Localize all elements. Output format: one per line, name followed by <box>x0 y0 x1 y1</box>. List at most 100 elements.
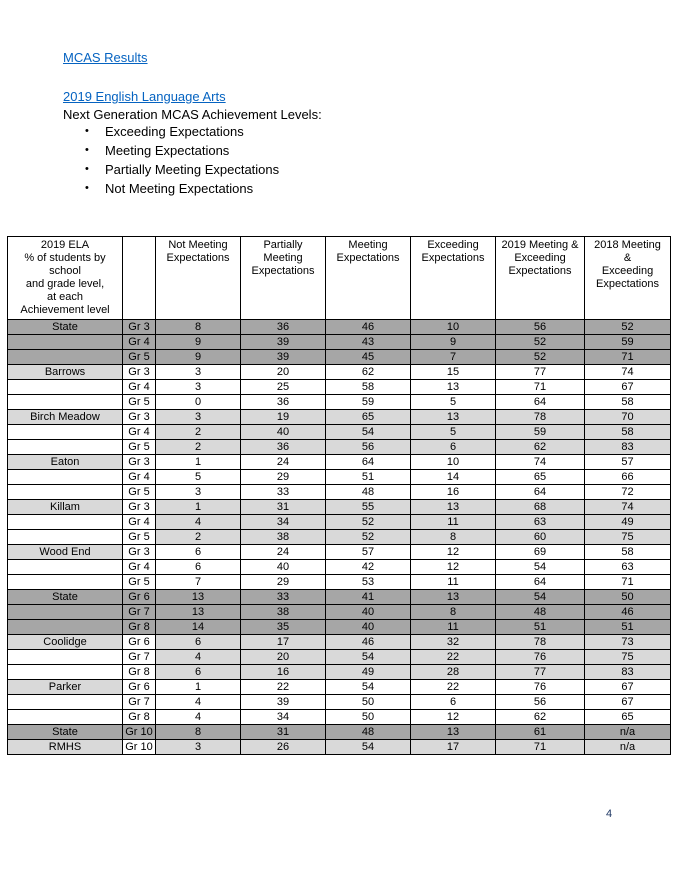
value-cell: 40 <box>325 619 411 635</box>
value-cell: 31 <box>240 724 326 740</box>
achievement-levels-intro: Next Generation MCAS Achievement Levels: <box>63 107 322 122</box>
value-cell: 6 <box>155 664 241 680</box>
value-cell: 50 <box>325 694 411 710</box>
value-cell: 24 <box>240 544 326 560</box>
value-cell: 2 <box>155 529 241 545</box>
value-cell: 57 <box>325 544 411 560</box>
value-cell: 59 <box>495 424 585 440</box>
header-partially-meeting: Partially Meeting Expectations <box>240 236 326 320</box>
value-cell: 29 <box>240 469 326 485</box>
value-cell: 62 <box>495 709 585 725</box>
table-row: Gr 4 4 34 52 11 63 49 <box>7 514 671 530</box>
value-cell: 48 <box>325 724 411 740</box>
value-cell: 68 <box>495 499 585 515</box>
value-cell: 34 <box>240 514 326 530</box>
value-cell: 1 <box>155 499 241 515</box>
value-cell: 62 <box>495 439 585 455</box>
school-cell: State <box>7 589 123 605</box>
bullet-icon: • <box>85 144 89 156</box>
value-cell: 2 <box>155 439 241 455</box>
value-cell: 0 <box>155 394 241 410</box>
value-cell: 46 <box>325 634 411 650</box>
value-cell: 60 <box>495 529 585 545</box>
school-cell <box>7 574 123 590</box>
mcas-results-link[interactable]: MCAS Results <box>63 50 148 65</box>
value-cell: 1 <box>155 454 241 470</box>
value-cell: 67 <box>584 694 671 710</box>
table-row: Gr 5 2 36 56 6 62 83 <box>7 439 671 455</box>
school-cell <box>7 469 123 485</box>
value-cell: 14 <box>410 469 496 485</box>
value-cell: 10 <box>410 454 496 470</box>
value-cell: 38 <box>240 529 326 545</box>
value-cell: 66 <box>584 469 671 485</box>
value-cell: 78 <box>495 409 585 425</box>
grade-cell: Gr 5 <box>122 349 156 365</box>
grade-cell: Gr 7 <box>122 604 156 620</box>
value-cell: 31 <box>240 499 326 515</box>
value-cell: 52 <box>495 334 585 350</box>
grade-cell: Gr 5 <box>122 484 156 500</box>
value-cell: 9 <box>155 334 241 350</box>
value-cell: 20 <box>240 364 326 380</box>
value-cell: 39 <box>240 334 326 350</box>
value-cell: 3 <box>155 739 241 755</box>
value-cell: 69 <box>495 544 585 560</box>
value-cell: 25 <box>240 379 326 395</box>
value-cell: 78 <box>495 634 585 650</box>
value-cell: 6 <box>155 544 241 560</box>
school-cell: Birch Meadow <box>7 409 123 425</box>
value-cell: 41 <box>325 589 411 605</box>
table-row: Gr 5 7 29 53 11 64 71 <box>7 574 671 590</box>
value-cell: 17 <box>410 739 496 755</box>
value-cell: 61 <box>495 724 585 740</box>
value-cell: 22 <box>410 649 496 665</box>
value-cell: 19 <box>240 409 326 425</box>
grade-cell: Gr 3 <box>122 499 156 515</box>
school-cell: RMHS <box>7 739 123 755</box>
header-grade <box>122 236 156 320</box>
grade-cell: Gr 4 <box>122 559 156 575</box>
value-cell: 4 <box>155 649 241 665</box>
value-cell: 57 <box>584 454 671 470</box>
value-cell: 13 <box>410 499 496 515</box>
grade-cell: Gr 8 <box>122 709 156 725</box>
list-item: • Partially Meeting Expectations <box>85 160 279 179</box>
grade-cell: Gr 4 <box>122 514 156 530</box>
list-item: • Not Meeting Expectations <box>85 179 279 198</box>
value-cell: 6 <box>155 559 241 575</box>
value-cell: 35 <box>240 619 326 635</box>
value-cell: 74 <box>584 364 671 380</box>
school-cell <box>7 559 123 575</box>
school-cell <box>7 619 123 635</box>
header-exceeding: Exceeding Expectations <box>410 236 496 320</box>
value-cell: 75 <box>584 649 671 665</box>
value-cell: 17 <box>240 634 326 650</box>
value-cell: 83 <box>584 664 671 680</box>
value-cell: 6 <box>410 694 496 710</box>
grade-cell: Gr 8 <box>122 664 156 680</box>
list-item: • Meeting Expectations <box>85 141 279 160</box>
value-cell: 12 <box>410 709 496 725</box>
value-cell: 7 <box>410 349 496 365</box>
value-cell: 43 <box>325 334 411 350</box>
grade-cell: Gr 5 <box>122 529 156 545</box>
value-cell: 13 <box>410 724 496 740</box>
value-cell: 54 <box>325 424 411 440</box>
value-cell: 4 <box>155 709 241 725</box>
grade-cell: Gr 3 <box>122 409 156 425</box>
table-row: Gr 8 14 35 40 11 51 51 <box>7 619 671 635</box>
list-item-label: Partially Meeting Expectations <box>105 162 280 177</box>
ela-2019-link[interactable]: 2019 English Language Arts <box>63 89 226 104</box>
value-cell: 71 <box>495 379 585 395</box>
school-cell <box>7 439 123 455</box>
grade-cell: Gr 10 <box>122 724 156 740</box>
value-cell: 36 <box>240 394 326 410</box>
table-row: RMHS Gr 10 3 26 54 17 71 n/a <box>7 739 671 755</box>
grade-cell: Gr 3 <box>122 319 156 335</box>
value-cell: 3 <box>155 409 241 425</box>
value-cell: 22 <box>410 679 496 695</box>
value-cell: 64 <box>495 574 585 590</box>
value-cell: 28 <box>410 664 496 680</box>
list-item: • Exceeding Expectations <box>85 122 279 141</box>
